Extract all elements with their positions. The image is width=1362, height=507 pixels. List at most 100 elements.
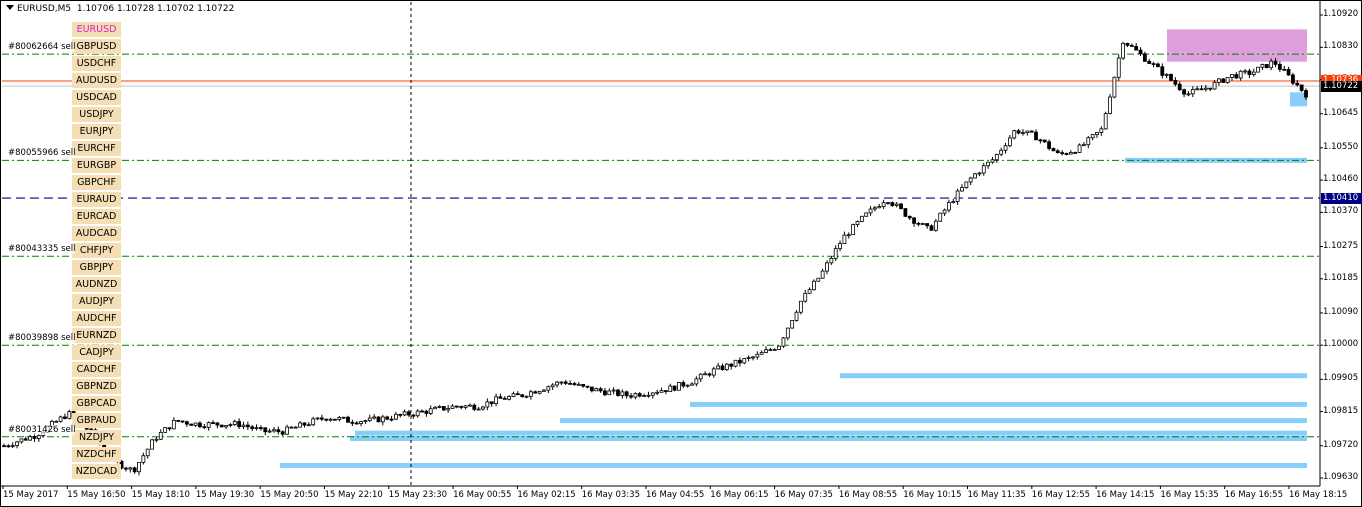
price-tick-label: 1.10275 [1323,240,1359,251]
symbol-button-nzdchf[interactable]: NZDCHF [72,447,121,462]
candle-body [964,181,969,188]
candle-body [886,202,890,205]
candle-body [738,359,742,364]
time-tick-label: 15 May 16:50 [67,490,126,500]
candle-body [245,424,250,428]
time-tick-label: 16 May 07:35 [774,490,833,500]
candle-body [703,373,707,376]
candle-body [319,417,324,420]
candle-body [276,429,281,433]
symbol-button-audjpy[interactable]: AUDJPY [72,294,121,309]
symbol-button-audusd[interactable]: AUDUSD [72,73,121,88]
candle-body [650,392,655,396]
candle-body [354,422,359,425]
chevron-down-icon[interactable] [6,5,14,10]
candle-body [1103,113,1108,130]
candle-body [1147,60,1152,64]
symbol-button-eurchf[interactable]: EURCHF [72,141,121,156]
candle-body [999,149,1004,155]
candle-body [1238,70,1243,79]
symbol-button-audchf[interactable]: AUDCHF [72,311,121,326]
symbol-button-audnzd[interactable]: AUDNZD [72,277,121,292]
candle-body [1029,130,1034,133]
order-label[interactable]: #80062664 sell [8,42,76,53]
candle-body [1134,46,1139,51]
order-label[interactable]: #80043335 sell [8,244,76,255]
candle-body [1099,128,1104,133]
candle-body [1212,81,1217,90]
candle-body [241,424,246,428]
candle-body [1160,66,1165,76]
candle-body [555,381,559,386]
symbol-button-eurjpy[interactable]: EURJPY [72,124,121,139]
symbol-button-eurcad[interactable]: EURCAD [72,209,121,224]
symbol-button-euraud[interactable]: EURAUD [72,192,121,207]
symbol-button-nzdjpy[interactable]: NZDJPY [72,430,121,445]
demand-zone [560,418,1307,424]
candle-body [772,349,777,351]
candle-body [380,416,385,423]
candle-body [1243,70,1247,73]
candle-body [1164,73,1169,76]
candle-body [1304,90,1308,98]
symbol-button-usdjpy[interactable]: USDJPY [72,107,121,122]
order-label[interactable]: #80031426 sell [8,424,76,435]
candle-body [694,378,699,385]
symbol-button-eurgbp[interactable]: EURGBP [72,158,121,173]
candle-body [1125,42,1130,46]
candle-body [1208,87,1213,90]
candle-body [920,223,925,225]
candle-body [777,345,782,350]
candle-body [829,257,834,264]
symbol-button-chfjpy[interactable]: CHFJPY [72,243,121,258]
candle-body [411,414,416,417]
symbol-switcher: EURUSD GBPUSD USDCHF AUDUSD USDCAD USDJPY EURJ… [72,22,121,481]
price-tick-label: 1.10090 [1323,306,1359,317]
candle-body [781,337,786,347]
candle-body [973,173,977,179]
candle-body [616,389,620,396]
candle-body [15,441,19,446]
candle-body [215,422,220,426]
candle-body [302,422,307,426]
candle-body [145,448,150,457]
symbol-button-gbpusd[interactable]: GBPUSD [72,39,121,54]
candle-body [925,223,930,227]
symbol-button-eurnzd[interactable]: EURNZD [72,328,121,343]
candle-body [707,373,712,376]
candle-body [1277,64,1282,70]
symbol-button-gbpnzd[interactable]: GBPNZD [72,379,121,394]
candle-body [846,234,851,237]
symbol-button-gbpaud[interactable]: GBPAUD [72,413,121,428]
symbol-button-usdchf[interactable]: USDCHF [72,56,121,71]
candle-body [446,408,451,411]
candle-body [176,419,181,422]
time-tick-label: 15 May 18:10 [131,490,190,500]
price-tick-label: 1.09905 [1323,373,1359,384]
candle-body [150,439,154,450]
candle-body [254,427,259,429]
candle-body [716,365,721,370]
symbol-button-nzdcad[interactable]: NZDCAD [72,464,121,479]
candle-body [655,391,660,394]
symbol-button-gbpchf[interactable]: GBPCHF [72,175,121,190]
time-tick-label: 15 May 19:30 [195,490,255,500]
symbol-button-gbpjpy[interactable]: GBPJPY [72,260,121,275]
candle-body [267,430,272,433]
candle-body [337,417,342,420]
symbol-button-usdcad[interactable]: USDCAD [72,90,121,105]
order-label[interactable]: #80055966 sell [8,148,76,159]
candle-body [289,426,294,429]
symbol-button-cadjpy[interactable]: CADJPY [72,345,121,360]
candle-body [259,427,263,429]
candle-body [494,396,498,405]
candle-body [1282,68,1287,71]
symbol-button-audcad[interactable]: AUDCAD [72,226,121,241]
order-label[interactable]: #80039898 sell [8,333,76,344]
symbol-button-gbpcad[interactable]: GBPCAD [72,396,121,411]
symbol-button-eurusd[interactable]: EURUSD [72,22,121,37]
symbol-button-cadchf[interactable]: CADCHF [72,362,121,377]
candle-body [951,201,956,203]
time-tick-label: 16 May 18:15 [1289,490,1348,500]
